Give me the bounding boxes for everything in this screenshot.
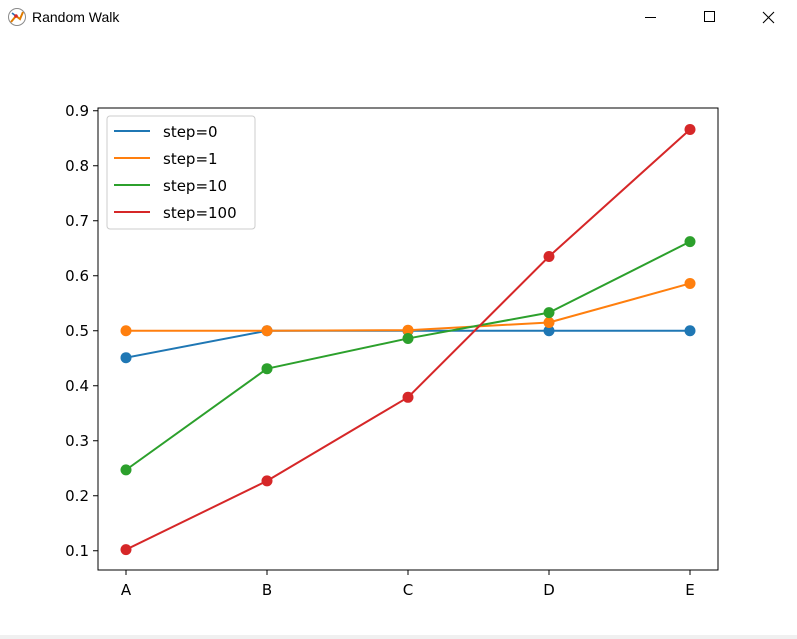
line-chart: 0.10.20.30.40.50.60.70.80.9A B C D Estep=0st… bbox=[65, 102, 719, 599]
data-point bbox=[684, 123, 696, 135]
legend-label: step=0 bbox=[163, 123, 218, 141]
maximize-button[interactable] bbox=[680, 0, 738, 34]
x-tick-label: B bbox=[262, 581, 272, 599]
x-tick-label: E bbox=[685, 581, 694, 599]
data-point bbox=[120, 352, 132, 364]
legend-label: step=10 bbox=[163, 177, 227, 195]
data-point bbox=[543, 251, 555, 262]
x-tick-label: A bbox=[121, 581, 132, 599]
legend-label: step=100 bbox=[163, 204, 237, 222]
data-point bbox=[543, 307, 555, 319]
data-point bbox=[261, 363, 273, 375]
window-title: Random Walk bbox=[32, 9, 120, 25]
data-point bbox=[543, 317, 555, 328]
y-tick-label: 0.4 bbox=[65, 377, 89, 395]
y-tick-label: 0.9 bbox=[65, 102, 89, 120]
series-step=100 bbox=[120, 123, 696, 556]
data-point bbox=[261, 475, 273, 487]
data-point bbox=[684, 325, 696, 337]
data-point bbox=[120, 464, 132, 476]
y-tick-label: 0.2 bbox=[65, 487, 89, 505]
data-point bbox=[684, 236, 696, 248]
legend-label: step=1 bbox=[163, 150, 218, 168]
y-tick-label: 0.8 bbox=[65, 157, 89, 175]
maximize-icon bbox=[704, 11, 715, 22]
legend: step=0 step=1 step=10 step=100 bbox=[106, 115, 256, 230]
data-point bbox=[120, 544, 132, 556]
y-tick-label: 0.3 bbox=[65, 432, 89, 450]
legend-box bbox=[106, 115, 256, 230]
minimize-button[interactable] bbox=[622, 0, 680, 34]
series-line bbox=[126, 282, 691, 332]
data-point bbox=[402, 391, 414, 403]
x-tick-label: C bbox=[403, 581, 413, 599]
data-point bbox=[402, 332, 414, 344]
data-point bbox=[261, 325, 273, 337]
series-step=1 bbox=[120, 277, 696, 337]
data-point bbox=[120, 325, 132, 337]
app-logo-icon bbox=[7, 7, 27, 27]
y-tick-label: 0.5 bbox=[65, 322, 89, 340]
series-step=10 bbox=[120, 236, 696, 476]
series-line bbox=[125, 240, 691, 471]
title-bar[interactable]: Random Walk bbox=[0, 0, 797, 34]
y-tick-label: 0.1 bbox=[65, 542, 89, 560]
data-point bbox=[684, 277, 696, 289]
data-point bbox=[543, 325, 555, 337]
x-tick-label: D bbox=[543, 581, 555, 599]
y-tick-label: 0.7 bbox=[65, 212, 89, 230]
y-tick-label: 0.6 bbox=[65, 267, 89, 285]
close-icon bbox=[762, 11, 775, 24]
window-bottom-border bbox=[0, 635, 797, 639]
close-button[interactable] bbox=[739, 0, 797, 34]
data-point bbox=[402, 324, 414, 336]
